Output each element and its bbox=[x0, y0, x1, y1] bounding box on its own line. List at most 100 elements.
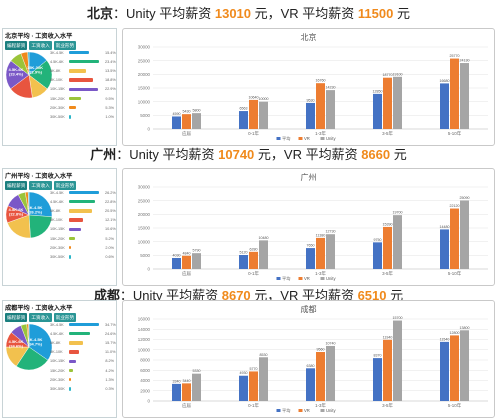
distribution-percent: 15.7% bbox=[105, 340, 116, 345]
distribution-label: 4.5K-6K bbox=[50, 59, 64, 64]
pie-label-line: (22.8%) bbox=[9, 212, 24, 217]
bar bbox=[259, 101, 268, 129]
panel-tab[interactable]: 就业形势 bbox=[53, 41, 77, 50]
data-label: 8370 bbox=[374, 354, 382, 358]
data-label: 6563 bbox=[240, 107, 248, 111]
bar bbox=[316, 83, 325, 129]
pie-label: 4.5K-6K (23.4%) bbox=[9, 67, 24, 77]
y-tick-label: 0 bbox=[148, 399, 151, 404]
data-label: 4590 bbox=[173, 112, 181, 116]
distribution-percent: 8.2% bbox=[105, 359, 114, 364]
pie-label-line: (34.7%) bbox=[28, 342, 43, 347]
distribution-percent: 5.3% bbox=[105, 105, 114, 110]
headline-text: 元，VR 平均薪资 bbox=[254, 147, 362, 162]
headline-text: 元，VR 平均薪资 bbox=[251, 6, 358, 21]
distribution-label: 3K-4.5K bbox=[50, 50, 64, 55]
distribution-percent: 4.2% bbox=[105, 368, 114, 373]
distribution-bar bbox=[69, 190, 99, 195]
pie-label: 15K-30K (22.9%) bbox=[27, 65, 43, 75]
distribution-percent: 24.6% bbox=[105, 331, 116, 336]
bar bbox=[460, 330, 469, 401]
distribution-bar bbox=[69, 50, 89, 55]
distribution-row: 4.5K-6K 22.8% bbox=[50, 197, 116, 206]
headline-unity-salary: 13010 bbox=[214, 6, 252, 21]
pie-label-line: (23.4%) bbox=[9, 72, 24, 77]
bar bbox=[383, 339, 392, 401]
panel-tab[interactable]: 编程薪资 bbox=[5, 41, 28, 50]
distribution-percent: 5.2% bbox=[105, 236, 114, 241]
legend-label: VR bbox=[304, 136, 310, 141]
pie-label-line: (22.9%) bbox=[28, 70, 43, 75]
data-label: 12850 bbox=[373, 89, 383, 93]
pie-label-line: 4.5K-6K bbox=[9, 207, 24, 212]
headline-chengdu: 成都：Unity 平均薪资 8670 元，VR 平均薪资 6510 元 bbox=[0, 288, 497, 304]
bar bbox=[239, 255, 248, 269]
chart-card: 成都 0 2000 4000 6000 8000 10000 12000 14000 16000 3… bbox=[122, 300, 495, 418]
headline-text: ：Unity 平均薪资 bbox=[119, 288, 222, 303]
distribution-bar bbox=[69, 115, 71, 119]
pie-label: 4.5K-6K (24.6%) bbox=[9, 339, 24, 349]
panel-tab[interactable]: 工资收入 bbox=[29, 313, 52, 322]
distribution-bar bbox=[69, 209, 93, 213]
panel-tab[interactable]: 编程薪资 bbox=[5, 181, 28, 190]
bar bbox=[192, 113, 201, 129]
bar bbox=[393, 76, 402, 129]
distribution-bar bbox=[69, 341, 83, 345]
bar bbox=[259, 357, 268, 401]
data-label: 22120 bbox=[450, 204, 460, 208]
bar bbox=[239, 375, 248, 401]
panel-title: 广州平均 · 工资收入水平 bbox=[5, 173, 73, 180]
y-tick-label: 5000 bbox=[140, 113, 150, 118]
distribution-row: 20K-30K 2.0% bbox=[50, 243, 114, 252]
distribution-bar bbox=[69, 87, 99, 92]
bar bbox=[460, 200, 469, 269]
bar bbox=[450, 58, 459, 130]
bar bbox=[192, 253, 201, 269]
bar bbox=[316, 237, 325, 269]
distribution-percent: 22.9% bbox=[105, 87, 116, 92]
data-label: 10480 bbox=[259, 236, 269, 240]
distribution-row: 15K-20K 9.5% bbox=[50, 94, 114, 103]
panel-tab[interactable]: 就业形势 bbox=[53, 181, 77, 190]
chart-title: 广州 bbox=[301, 172, 317, 182]
headline-vr-salary: 8660 bbox=[361, 147, 391, 162]
data-label: 11940 bbox=[383, 335, 393, 339]
distribution-percent: 2.0% bbox=[105, 245, 114, 250]
bar bbox=[450, 335, 459, 401]
data-label: 15700 bbox=[393, 316, 403, 320]
distribution-row: 30K-50K 0.6% bbox=[50, 252, 114, 261]
panel-tab[interactable]: 就业形势 bbox=[53, 313, 77, 322]
y-tick-label: 20000 bbox=[138, 212, 151, 217]
data-label: 11540 bbox=[440, 337, 450, 341]
panel-tab[interactable]: 编程薪资 bbox=[5, 313, 28, 322]
data-label: 5800 bbox=[193, 109, 201, 113]
data-label: 9530 bbox=[307, 98, 315, 102]
x-tick-label: 应届 bbox=[182, 130, 191, 137]
distribution-row: 8K-10K 11.0% bbox=[50, 348, 115, 357]
data-label: 8530 bbox=[260, 353, 268, 357]
headline-city: 北京 bbox=[87, 6, 114, 21]
distribution-row: 3K-4.5K 26.2% bbox=[50, 188, 116, 197]
distribution-label: 6K-8K bbox=[50, 340, 61, 345]
bar bbox=[172, 257, 181, 269]
distribution-label: 20K-30K bbox=[50, 377, 65, 382]
data-label: 11380 bbox=[316, 233, 326, 237]
distribution-bar bbox=[69, 350, 79, 354]
pie-chart: 4.5K-6K (22.8%) 3K-4.5K (26.2%) bbox=[5, 191, 53, 239]
legend-label: VR bbox=[304, 276, 310, 281]
x-tick-label: 3-5年 bbox=[382, 402, 393, 409]
distribution-percent: 1.3% bbox=[105, 377, 114, 382]
y-tick-label: 10000 bbox=[138, 347, 151, 352]
data-label: 24130 bbox=[460, 59, 470, 63]
legend-swatch bbox=[320, 137, 325, 140]
pie-label: 4.5K-6K (22.8%) bbox=[9, 207, 24, 217]
bar bbox=[373, 93, 382, 129]
distribution-row: 20K-30K 1.3% bbox=[50, 375, 114, 384]
panel-tab[interactable]: 工资收入 bbox=[29, 41, 52, 50]
panel-tab[interactable]: 工资收入 bbox=[29, 181, 52, 190]
distribution-label: 15K-20K bbox=[50, 236, 65, 241]
distribution-percent: 13.5% bbox=[105, 68, 116, 73]
distribution-label: 3K-4.5K bbox=[50, 190, 64, 195]
bar bbox=[326, 234, 335, 269]
bar bbox=[326, 90, 335, 129]
